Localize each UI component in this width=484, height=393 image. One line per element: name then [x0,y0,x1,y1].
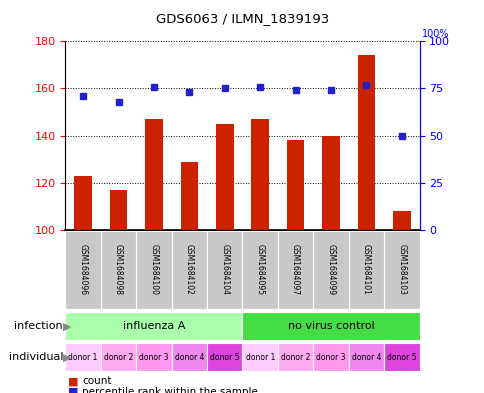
Text: ▶: ▶ [63,321,72,332]
Text: GSM1684097: GSM1684097 [290,244,300,296]
Bar [136,343,171,371]
Bar [321,136,339,230]
Bar [277,343,313,371]
Bar [215,124,233,230]
Text: GSM1684096: GSM1684096 [78,244,88,296]
Bar [286,140,304,230]
Text: GSM1684102: GSM1684102 [184,244,194,295]
Text: GSM1684095: GSM1684095 [255,244,264,296]
Bar [65,231,101,309]
Text: no virus control: no virus control [287,321,374,331]
Text: donor 5: donor 5 [210,353,239,362]
Bar [65,343,101,371]
Bar [74,176,92,230]
Text: percentile rank within the sample: percentile rank within the sample [82,387,258,393]
Bar [357,55,375,230]
Text: GSM1684098: GSM1684098 [114,244,123,295]
Text: GSM1684103: GSM1684103 [396,244,406,295]
Bar [207,231,242,309]
Text: donor 2: donor 2 [280,353,310,362]
Text: GSM1684101: GSM1684101 [361,244,370,295]
Text: individual: individual [9,352,63,362]
Bar [136,231,171,309]
Text: ■: ■ [68,376,78,386]
Bar [313,343,348,371]
Bar [242,231,277,309]
Text: donor 1: donor 1 [245,353,274,362]
Text: ■: ■ [68,387,78,393]
Text: GSM1684099: GSM1684099 [326,244,335,296]
Bar [171,343,207,371]
Bar [145,119,163,230]
Bar [313,231,348,309]
Text: 100%: 100% [421,29,449,39]
Bar [348,231,383,309]
Text: donor 5: donor 5 [386,353,416,362]
Bar [392,211,410,230]
Bar [242,312,419,340]
Text: GSM1684104: GSM1684104 [220,244,229,295]
Text: donor 4: donor 4 [351,353,380,362]
Bar [242,343,277,371]
Bar [180,162,198,230]
Text: count: count [82,376,112,386]
Text: influenza A: influenza A [122,321,185,331]
Bar [171,231,207,309]
Text: donor 4: donor 4 [174,353,204,362]
Bar [109,190,127,230]
Bar [101,343,136,371]
Bar [383,343,419,371]
Bar [383,231,419,309]
Text: ▶: ▶ [63,353,72,363]
Text: infection: infection [15,321,63,331]
Text: GDS6063 / ILMN_1839193: GDS6063 / ILMN_1839193 [155,12,329,25]
Text: GSM1684100: GSM1684100 [149,244,158,295]
Text: donor 1: donor 1 [68,353,98,362]
Text: donor 3: donor 3 [139,353,168,362]
Bar [251,119,269,230]
Bar [65,312,242,340]
Bar [101,231,136,309]
Bar [207,343,242,371]
Text: donor 2: donor 2 [104,353,133,362]
Bar [277,231,313,309]
Bar [348,343,383,371]
Text: donor 3: donor 3 [316,353,345,362]
